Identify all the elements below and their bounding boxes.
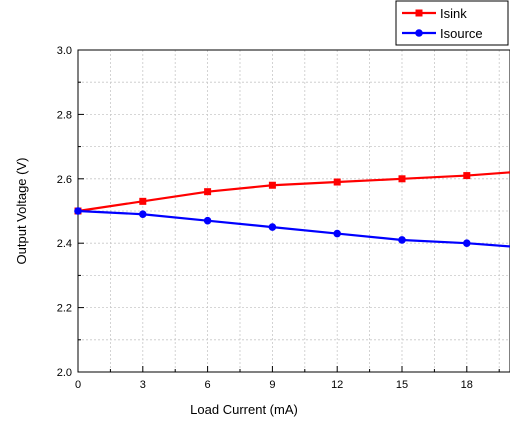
- data-point: [333, 178, 341, 186]
- data-point: [398, 175, 406, 183]
- data-point: [203, 216, 212, 225]
- data-point: [463, 172, 471, 180]
- x-axis-title: Load Current (mA): [190, 402, 298, 417]
- x-tick-label: 6: [205, 379, 211, 391]
- data-point: [463, 239, 471, 247]
- data-point: [204, 188, 212, 196]
- data-point: [268, 181, 276, 189]
- data-point: [139, 197, 147, 205]
- x-tick-label: 9: [269, 379, 275, 391]
- legend-marker: [415, 29, 423, 37]
- y-tick-label: 2.4: [57, 238, 72, 250]
- data-point: [268, 223, 277, 231]
- x-tick-label: 18: [461, 379, 473, 391]
- y-axis-title: Output Voltage (V): [14, 158, 29, 265]
- y-tick-label: 2.6: [57, 174, 72, 186]
- x-tick-label: 3: [140, 379, 146, 391]
- legend-label-isink: Isink: [440, 6, 467, 21]
- grid: [78, 50, 510, 372]
- data-point: [398, 236, 406, 244]
- x-tick-label: 15: [396, 379, 408, 391]
- x-tick-label: 0: [75, 379, 81, 391]
- series-line: [77, 171, 510, 213]
- axis-ticks: [77, 49, 500, 373]
- legend-box: [395, 0, 509, 46]
- series-isource: [74, 207, 510, 248]
- x-tick-label: 12: [331, 379, 343, 391]
- data-point: [74, 207, 82, 215]
- legend-label-isource: Isource: [440, 26, 483, 41]
- series-layer: [74, 171, 510, 248]
- x-tick-labels: 0 3 6 9 12 15 18: [75, 379, 473, 391]
- y-tick-label: 2.8: [57, 109, 72, 121]
- legend: Isink Isource: [395, 0, 509, 46]
- y-tick-label: 3.0: [57, 45, 72, 57]
- series-line: [77, 209, 510, 248]
- data-point: [139, 210, 147, 219]
- y-tick-label: 2.2: [57, 303, 72, 315]
- legend-marker: [415, 9, 423, 17]
- y-tick-labels: 2.0 2.2 2.4 2.6 2.8 3.0: [57, 45, 72, 379]
- data-point: [333, 229, 342, 238]
- y-tick-label: 2.0: [57, 367, 72, 379]
